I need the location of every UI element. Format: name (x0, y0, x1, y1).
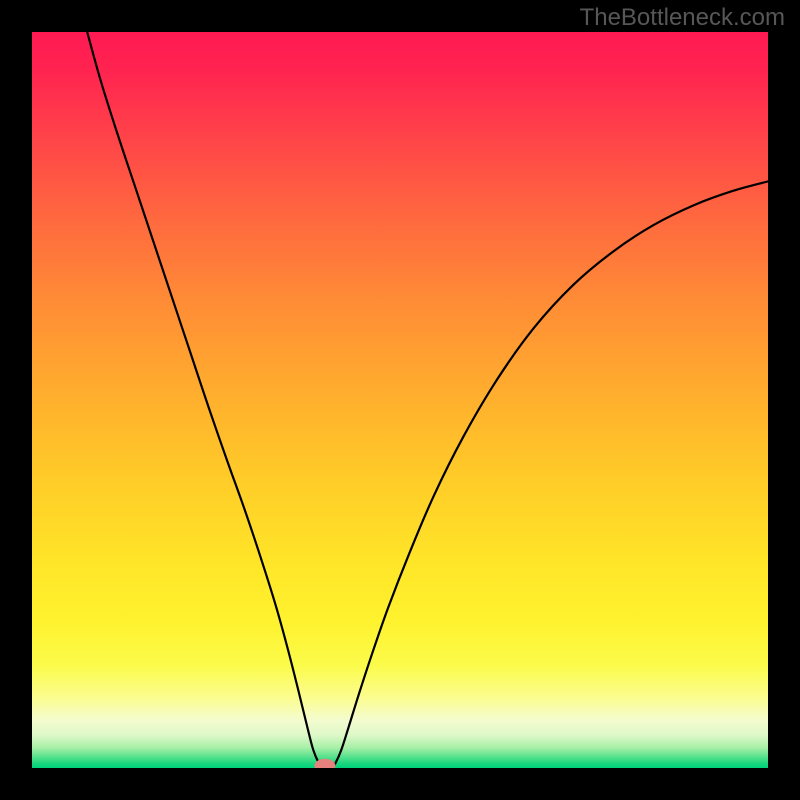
figure-root: TheBottleneck.com (0, 0, 800, 800)
watermark-text: TheBottleneck.com (580, 4, 785, 32)
gradient-background (32, 32, 768, 768)
dip-marker (315, 759, 335, 768)
plot-svg (32, 32, 768, 768)
